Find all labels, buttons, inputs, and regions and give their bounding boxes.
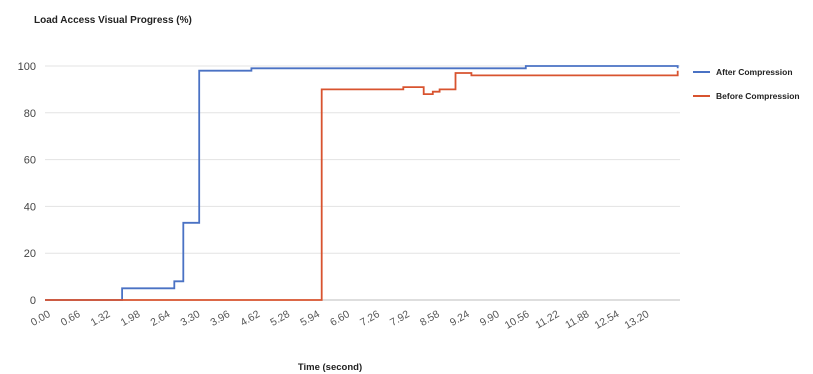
x-tick-label: 1.32 (89, 308, 113, 329)
y-tick-label: 40 (24, 201, 36, 213)
x-tick-label: 10.56 (503, 308, 532, 332)
x-tick-label: 3.30 (178, 308, 202, 329)
y-tick-labels: 0 20 40 60 80 100 (18, 61, 36, 307)
x-tick-label: 12.54 (593, 308, 622, 332)
chart-title: Load Access Visual Progress (%) (34, 15, 192, 26)
x-tick-label: 4.62 (238, 308, 262, 329)
series-line-after-compression (45, 65, 679, 301)
x-tick-label: 11.22 (533, 308, 561, 331)
series-layer (45, 65, 679, 301)
y-tick-label: 100 (18, 61, 36, 73)
x-tick-label: 9.90 (478, 308, 502, 329)
x-tick-labels: 0.00 0.66 1.32 1.98 2.64 3.30 3.96 4.62 5.28 5.94… (29, 308, 652, 332)
x-tick-label: 7.92 (388, 308, 412, 329)
x-tick-label: 0.66 (59, 308, 83, 329)
y-tick-label: 0 (30, 295, 36, 307)
legend-label: After Compression (716, 67, 793, 77)
x-tick-label: 3.96 (208, 308, 232, 329)
x-tick-label: 6.60 (328, 308, 352, 329)
grid-layer (45, 65, 680, 301)
x-tick-label: 5.28 (268, 308, 292, 329)
x-tick-label: 1.98 (119, 308, 143, 329)
legend: After Compression Before Compression (693, 67, 800, 101)
x-tick-label: 8.58 (418, 308, 442, 329)
y-tick-label: 80 (24, 108, 36, 120)
x-tick-label: 0.00 (29, 308, 53, 329)
x-tick-label: 11.88 (563, 308, 591, 331)
x-tick-label: 7.26 (358, 308, 382, 329)
x-tick-label: 13.20 (622, 308, 651, 332)
y-tick-label: 60 (24, 155, 36, 167)
series-line-before-compression (45, 70, 679, 301)
x-tick-label: 5.94 (298, 308, 322, 329)
y-tick-label: 20 (24, 248, 36, 260)
x-tick-label: 9.24 (448, 308, 472, 329)
legend-label: Before Compression (716, 91, 800, 101)
x-axis-title: Time (second) (298, 362, 362, 373)
x-tick-label: 2.64 (149, 308, 173, 329)
